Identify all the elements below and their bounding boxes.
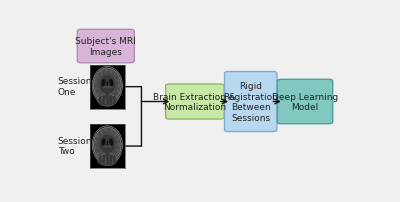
FancyBboxPatch shape — [77, 30, 134, 63]
Ellipse shape — [95, 152, 99, 157]
Ellipse shape — [103, 155, 105, 165]
Ellipse shape — [102, 146, 112, 148]
Ellipse shape — [118, 84, 123, 88]
Ellipse shape — [92, 81, 97, 85]
Text: Rigid
Registration
Between
Sessions: Rigid Registration Between Sessions — [223, 82, 278, 122]
Ellipse shape — [92, 67, 122, 105]
Ellipse shape — [99, 155, 101, 165]
Ellipse shape — [94, 69, 121, 104]
Ellipse shape — [99, 135, 115, 153]
Ellipse shape — [92, 140, 97, 144]
FancyBboxPatch shape — [166, 85, 224, 119]
Ellipse shape — [110, 96, 112, 106]
Ellipse shape — [104, 67, 108, 74]
Ellipse shape — [101, 139, 106, 146]
Ellipse shape — [105, 93, 109, 98]
Ellipse shape — [104, 99, 108, 105]
Text: Session
One: Session One — [58, 77, 92, 96]
Ellipse shape — [92, 87, 97, 92]
Ellipse shape — [114, 96, 116, 106]
Ellipse shape — [114, 154, 118, 160]
Ellipse shape — [114, 131, 118, 136]
Ellipse shape — [99, 156, 103, 162]
Text: Session
Two: Session Two — [58, 136, 92, 155]
Ellipse shape — [110, 127, 113, 133]
Ellipse shape — [114, 155, 116, 165]
Ellipse shape — [107, 82, 108, 88]
Ellipse shape — [98, 154, 117, 166]
Ellipse shape — [104, 158, 108, 164]
Ellipse shape — [101, 80, 106, 87]
Ellipse shape — [110, 68, 113, 74]
Ellipse shape — [109, 139, 113, 146]
Ellipse shape — [95, 134, 99, 138]
Ellipse shape — [104, 127, 108, 133]
Ellipse shape — [110, 98, 113, 104]
Text: Brain Extraction &
Normalization: Brain Extraction & Normalization — [154, 92, 236, 112]
Ellipse shape — [99, 76, 115, 94]
Ellipse shape — [95, 93, 99, 98]
Ellipse shape — [106, 155, 108, 165]
Ellipse shape — [105, 152, 109, 157]
Ellipse shape — [117, 137, 122, 141]
Ellipse shape — [110, 155, 112, 165]
Ellipse shape — [106, 96, 108, 106]
Ellipse shape — [118, 143, 123, 147]
Ellipse shape — [118, 143, 123, 147]
Ellipse shape — [114, 72, 118, 77]
Ellipse shape — [117, 78, 122, 82]
Text: Subject's MRI
Images: Subject's MRI Images — [76, 37, 136, 56]
Ellipse shape — [92, 146, 97, 150]
Ellipse shape — [117, 90, 122, 95]
Ellipse shape — [102, 87, 112, 89]
Ellipse shape — [117, 149, 122, 154]
Ellipse shape — [114, 95, 118, 100]
Ellipse shape — [99, 70, 103, 75]
FancyBboxPatch shape — [277, 80, 333, 124]
Ellipse shape — [94, 128, 121, 163]
Ellipse shape — [92, 126, 122, 164]
Ellipse shape — [98, 95, 117, 107]
Ellipse shape — [99, 96, 101, 106]
FancyBboxPatch shape — [224, 72, 277, 132]
Ellipse shape — [95, 75, 99, 79]
Ellipse shape — [118, 84, 123, 88]
Ellipse shape — [99, 129, 103, 135]
Ellipse shape — [99, 97, 103, 103]
Ellipse shape — [109, 80, 113, 87]
Ellipse shape — [103, 96, 105, 106]
Text: Deep Learning
Model: Deep Learning Model — [272, 92, 338, 112]
Ellipse shape — [110, 157, 113, 163]
Ellipse shape — [107, 141, 108, 147]
